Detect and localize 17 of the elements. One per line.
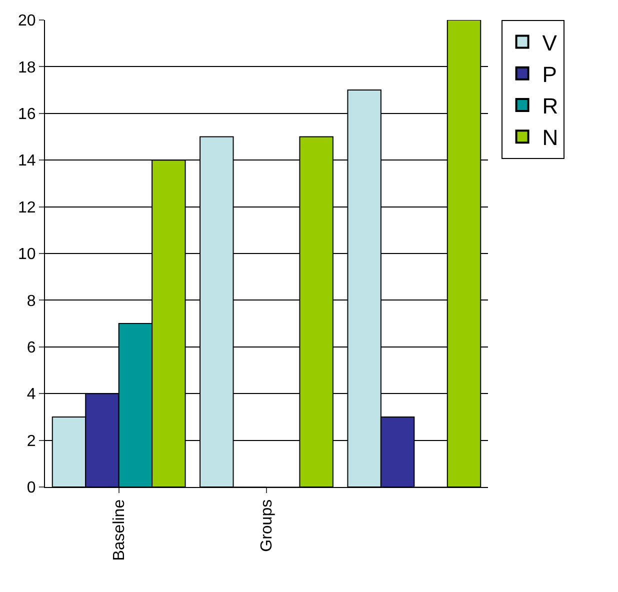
legend-label: P [542, 62, 557, 87]
y-tick-label: 14 [18, 152, 36, 170]
y-tick-label: 0 [26, 480, 36, 497]
y-tick-label: 10 [18, 246, 36, 264]
y-tick-label: 4 [26, 386, 36, 404]
x-tick-label: Baseline [111, 499, 128, 561]
legend-label: V [542, 30, 558, 56]
x-tick-label: Groups [258, 499, 276, 552]
y-tick-label: 20 [18, 12, 36, 30]
y-tick-label: 12 [18, 199, 36, 216]
y-tick-label: 16 [18, 106, 36, 123]
legend-label: N [542, 125, 558, 150]
y-tick-label: 6 [26, 340, 36, 356]
legend-label: R [542, 94, 558, 119]
y-tick-label: 8 [26, 292, 36, 310]
y-tick-label: 2 [26, 432, 36, 450]
y-tick-label: 18 [18, 59, 36, 76]
